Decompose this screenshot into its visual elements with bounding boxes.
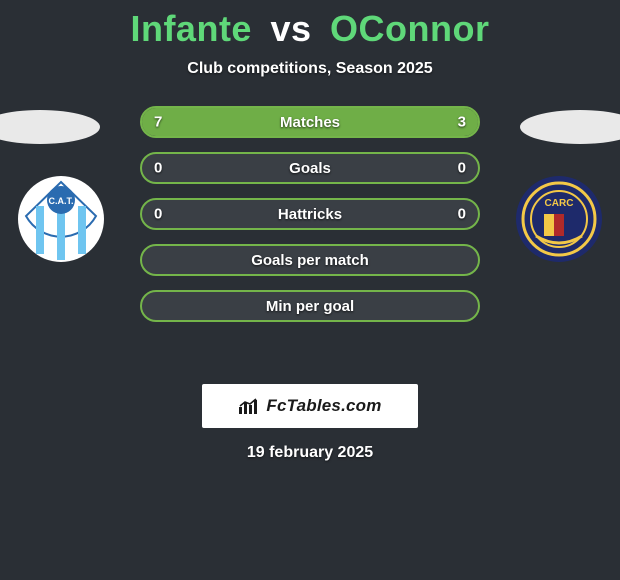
stat-value-left: 0 bbox=[154, 160, 162, 177]
page-title: Infante vs OConnor bbox=[0, 0, 620, 50]
stat-value-right: 3 bbox=[458, 114, 466, 131]
stat-label: Hattricks bbox=[278, 206, 342, 223]
stat-bars: 7 3 Matches 0 0 Goals 0 0 Hattricks Goals per mat… bbox=[140, 106, 480, 322]
crest-left-icon: C.A.T. bbox=[18, 176, 104, 262]
stat-bar-fill-left bbox=[142, 108, 377, 136]
comparison-area: C.A.T. CARC 7 3 Matches 0 0 Goals 0 0 Hattricks G… bbox=[0, 106, 620, 366]
stat-bar: Goals per match bbox=[140, 244, 480, 276]
player1-marker-oval bbox=[0, 110, 100, 144]
stat-label: Goals per match bbox=[251, 252, 369, 269]
stat-value-right: 0 bbox=[458, 160, 466, 177]
stat-bar: 0 0 Goals bbox=[140, 152, 480, 184]
brand-chart-icon bbox=[238, 397, 260, 415]
player2-crest: CARC bbox=[516, 176, 602, 262]
stat-label: Matches bbox=[280, 114, 340, 131]
stat-bar: Min per goal bbox=[140, 290, 480, 322]
player2-marker-oval bbox=[520, 110, 620, 144]
player1-crest: C.A.T. bbox=[18, 176, 104, 262]
stat-value-right: 0 bbox=[458, 206, 466, 223]
stat-label: Goals bbox=[289, 160, 331, 177]
svg-text:CARC: CARC bbox=[545, 198, 574, 209]
svg-text:C.A.T.: C.A.T. bbox=[48, 196, 73, 206]
stat-label: Min per goal bbox=[266, 298, 354, 315]
brand-badge: FcTables.com bbox=[202, 384, 418, 428]
stat-value-left: 0 bbox=[154, 206, 162, 223]
player1-name: Infante bbox=[130, 8, 252, 49]
subtitle: Club competitions, Season 2025 bbox=[0, 60, 620, 78]
footer-date: 19 february 2025 bbox=[0, 444, 620, 462]
stat-value-left: 7 bbox=[154, 114, 162, 131]
crest-right-icon: CARC bbox=[516, 176, 602, 262]
stat-bar: 0 0 Hattricks bbox=[140, 198, 480, 230]
brand-text: FcTables.com bbox=[266, 396, 381, 416]
vs-label: vs bbox=[270, 8, 311, 49]
player2-name: OConnor bbox=[330, 8, 489, 49]
stat-bar: 7 3 Matches bbox=[140, 106, 480, 138]
